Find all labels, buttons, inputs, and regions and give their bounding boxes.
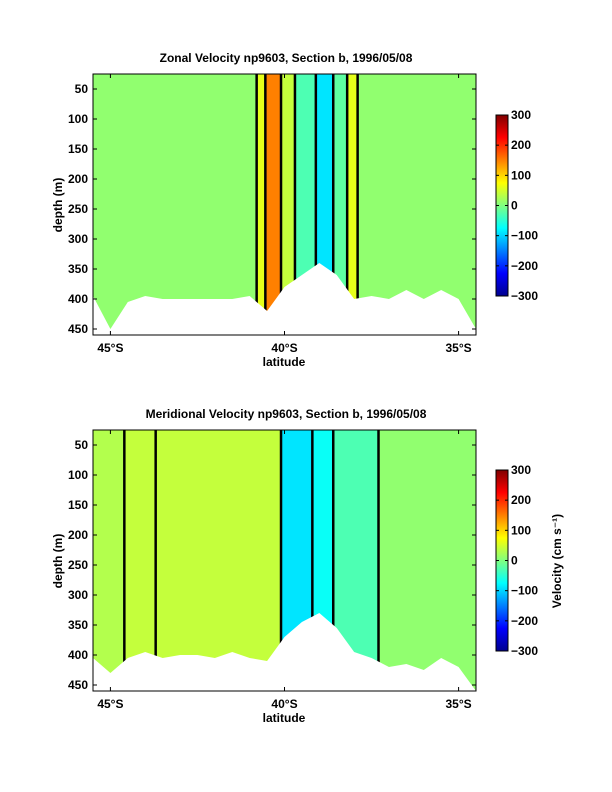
colorbar-tick-label: 200 — [511, 138, 531, 152]
panel-zonal-colorbar-ticks: −300 −200 −100 0 100 200 300 — [496, 108, 538, 303]
colorbar-tick-label: 300 — [511, 463, 531, 477]
panel-meridional-plot-area — [93, 430, 476, 691]
panel-meridional: Meridional Velocity np9603, Section b, 1… — [51, 407, 564, 725]
x-tick-label: 45°S — [97, 697, 123, 711]
y-tick-label: 300 — [68, 232, 88, 246]
panel-zonal-ylabel: depth (m) — [51, 178, 65, 233]
x-tick-label: 35°S — [446, 341, 472, 355]
y-tick-label: 350 — [68, 618, 88, 632]
colorbar-tick-label: 100 — [511, 168, 531, 182]
velocity-band — [265, 74, 282, 335]
y-tick-label: 450 — [68, 678, 88, 692]
y-tick-label: 200 — [68, 172, 88, 186]
panel-zonal-y-ticks: 50 100 150 200 250 300 350 400 450 — [68, 82, 476, 336]
velocity-band — [124, 430, 156, 691]
velocity-band — [333, 74, 348, 335]
colorbar-tick-label: 0 — [511, 199, 518, 213]
y-tick-label: 50 — [75, 82, 89, 96]
panel-meridional-y-ticks: 50 100 150 200 250 300 350 400 450 — [68, 438, 476, 692]
y-tick-label: 150 — [68, 142, 88, 156]
y-tick-label: 100 — [68, 112, 88, 126]
panel-zonal: Zonal Velocity np9603, Section b, 1996/0… — [51, 51, 538, 369]
velocity-band — [347, 74, 358, 335]
velocity-band — [281, 74, 295, 335]
seafloor-mask — [93, 263, 476, 335]
velocity-band — [378, 430, 476, 691]
panel-meridional-colorbar-ticks: −300 −200 −100 0 100 200 300 — [496, 463, 538, 658]
y-tick-label: 250 — [68, 202, 88, 216]
panel-zonal-plot-area — [93, 74, 476, 335]
velocity-band — [357, 74, 476, 335]
x-tick-label: 45°S — [97, 341, 123, 355]
colorbar-tick-label: 300 — [511, 108, 531, 122]
y-tick-label: 100 — [68, 468, 88, 482]
panel-meridional-x-ticks: 45°S 40°S 35°S — [97, 430, 472, 711]
colorbar-tick-label: 100 — [511, 523, 531, 537]
colorbar-tick-label: 200 — [511, 493, 531, 507]
velocity-band — [256, 74, 266, 335]
panel-meridional-xlabel: latitude — [263, 711, 306, 725]
y-tick-label: 150 — [68, 498, 88, 512]
colorbar-tick-label: −300 — [511, 289, 538, 303]
panel-meridional-colorbar-label: Velocity (cm s⁻¹) — [550, 514, 564, 608]
colorbar-tick-label: −200 — [511, 259, 538, 273]
colorbar-tick-label: −300 — [511, 644, 538, 658]
panel-zonal-x-ticks: 45°S 40°S 35°S — [97, 74, 472, 355]
velocity-band — [93, 430, 125, 691]
colorbar-tick-label: −100 — [511, 229, 538, 243]
y-tick-label: 200 — [68, 528, 88, 542]
panel-zonal-title: Zonal Velocity np9603, Section b, 1996/0… — [160, 51, 413, 65]
x-tick-label: 35°S — [446, 697, 472, 711]
x-tick-label: 40°S — [271, 341, 297, 355]
y-tick-label: 300 — [68, 588, 88, 602]
y-tick-label: 400 — [68, 648, 88, 662]
velocity-band — [155, 430, 282, 691]
panel-meridional-title: Meridional Velocity np9603, Section b, 1… — [146, 407, 427, 421]
colorbar-tick-label: 0 — [511, 554, 518, 568]
y-tick-label: 450 — [68, 322, 88, 336]
velocity-band — [93, 74, 257, 335]
y-tick-label: 250 — [68, 558, 88, 572]
colorbar-tick-label: −100 — [511, 584, 538, 598]
panel-zonal-xlabel: latitude — [263, 355, 306, 369]
seafloor-mask — [93, 613, 476, 691]
y-tick-label: 50 — [75, 438, 89, 452]
y-tick-label: 400 — [68, 292, 88, 306]
panel-meridional-ylabel: depth (m) — [51, 534, 65, 589]
x-tick-label: 40°S — [271, 697, 297, 711]
colorbar-tick-label: −200 — [511, 614, 538, 628]
y-tick-label: 350 — [68, 262, 88, 276]
